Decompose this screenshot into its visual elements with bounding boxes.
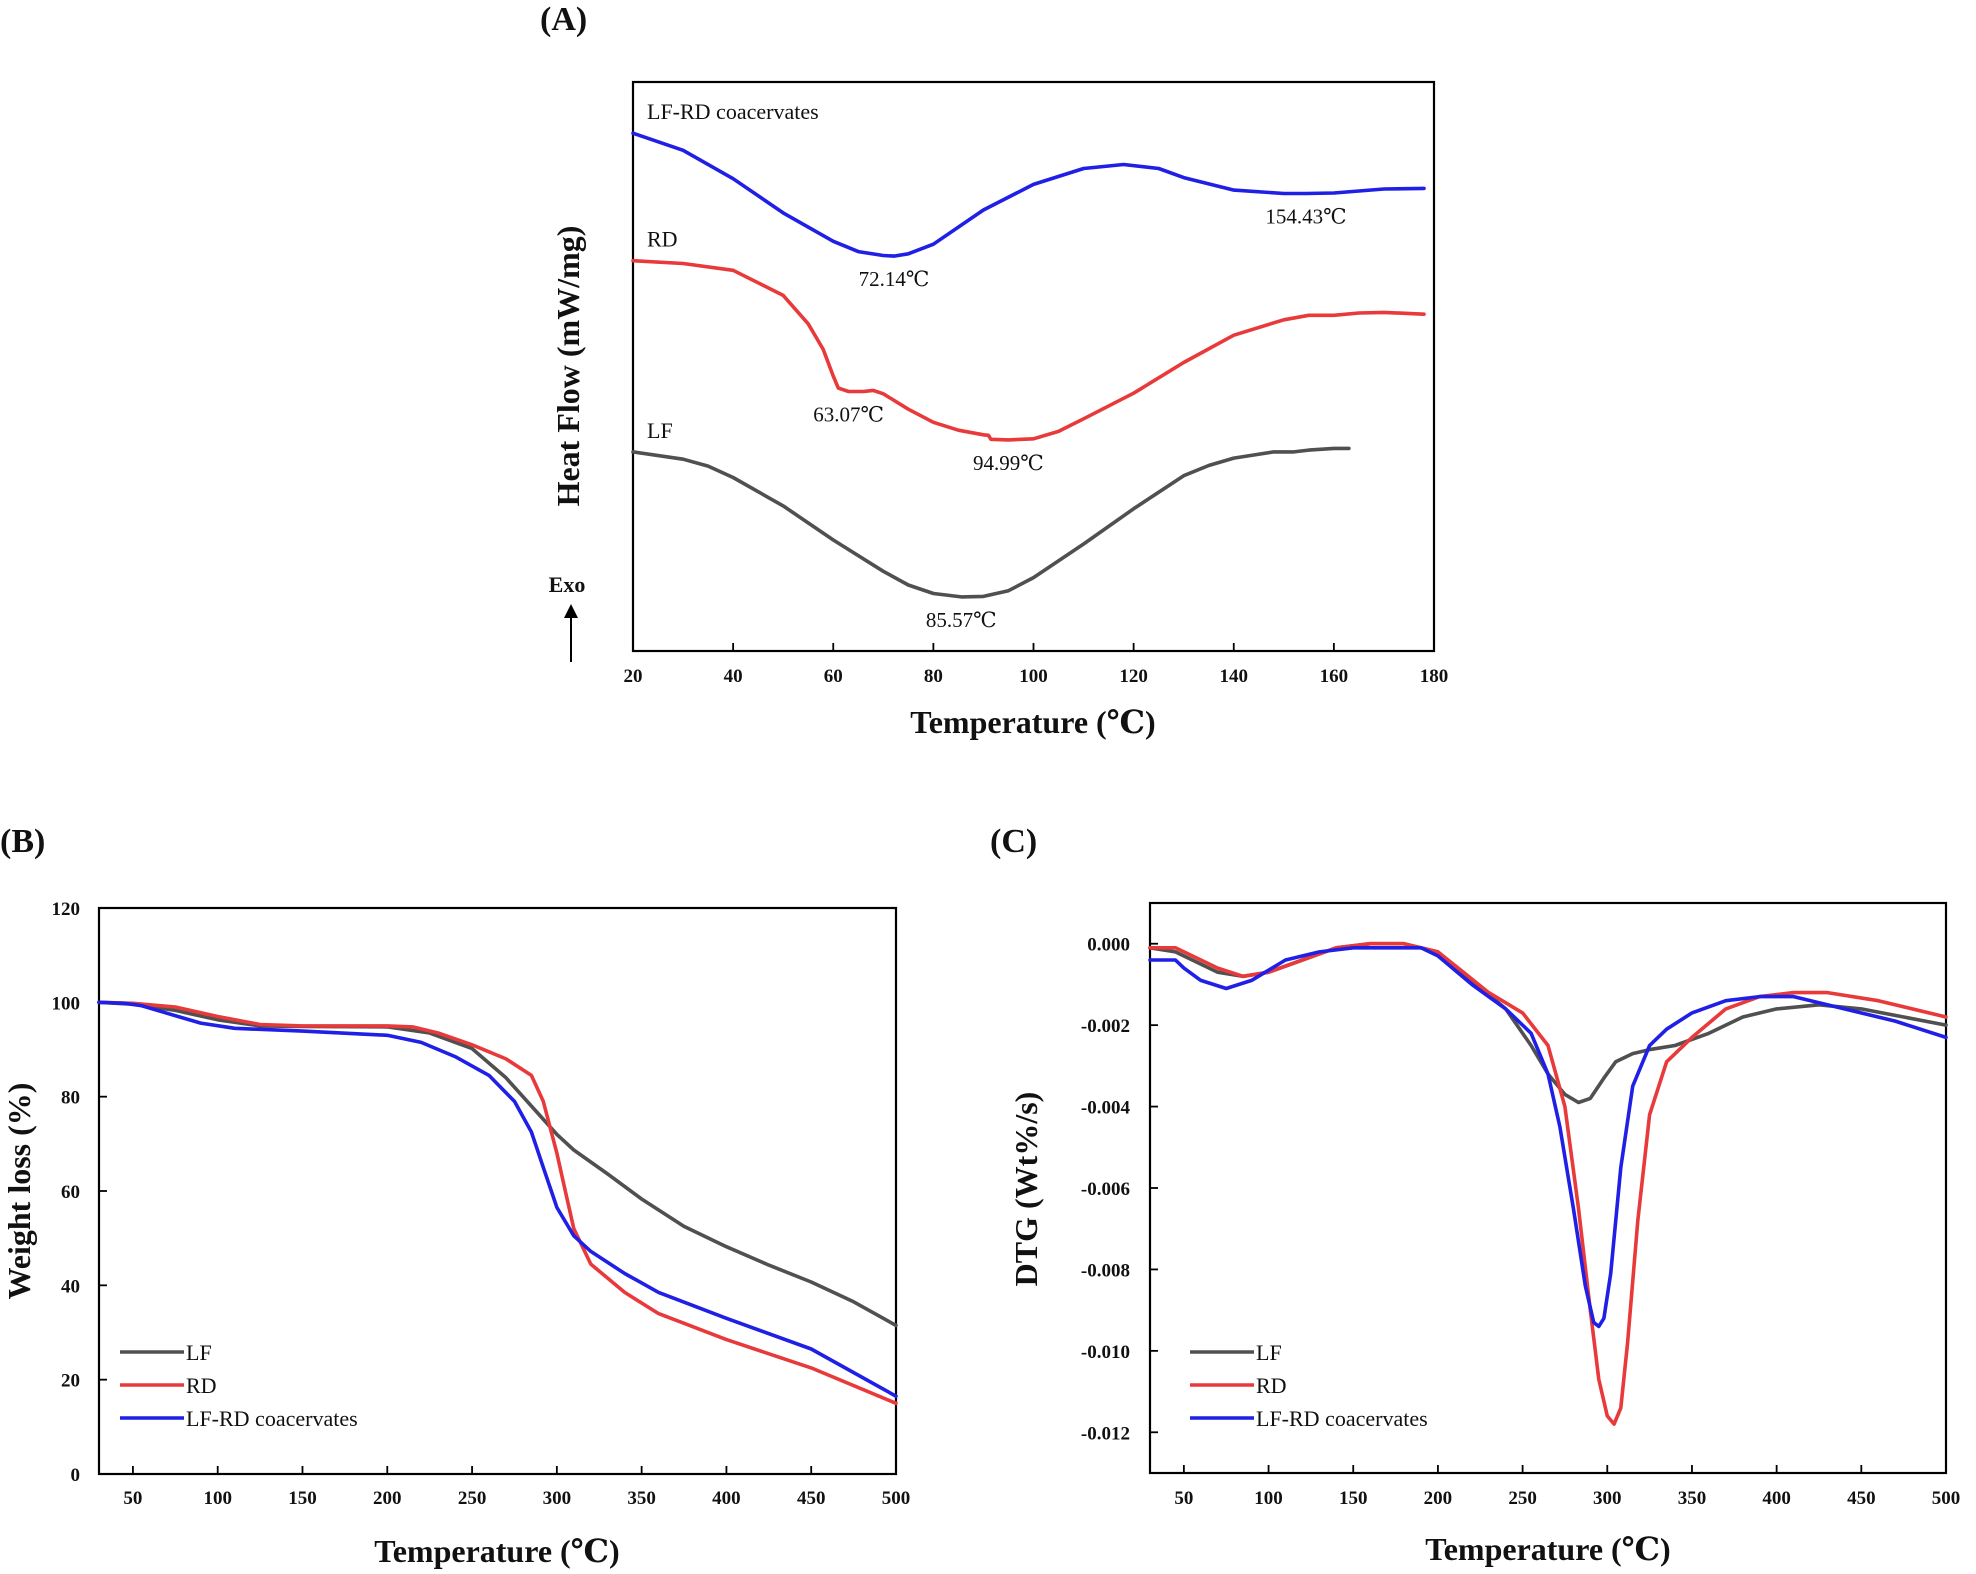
x-tick-label: 400 bbox=[1762, 1488, 1791, 1509]
x-tick-label: 300 bbox=[543, 1488, 572, 1509]
y-tick-label: 40 bbox=[61, 1276, 80, 1297]
panel-b-y-ticks: 0 20 40 60 80 100 120 bbox=[52, 899, 107, 1486]
series-line-lf-rd-coacervates bbox=[631, 131, 1426, 258]
y-tick-label: 100 bbox=[52, 993, 81, 1014]
legend-entry: RD bbox=[1256, 1373, 1287, 1398]
exo-label: Exo bbox=[549, 572, 586, 597]
peak-annotation: 63.07℃ bbox=[813, 403, 884, 427]
y-tick-label: -0.006 bbox=[1081, 1179, 1130, 1200]
panel-a-annotations: LF-RD coacervates RD LF 72.14℃ 154.43℃ 63.07℃… bbox=[647, 99, 1347, 632]
legend-entry: RD bbox=[186, 1373, 217, 1398]
peak-annotation: 85.57℃ bbox=[926, 608, 997, 632]
exo-arrow-icon bbox=[564, 604, 578, 662]
panel-b-x-axis-title: Temperature (℃) bbox=[374, 1533, 619, 1569]
series-line-lf-rd-coacervates bbox=[97, 1000, 898, 1398]
panel-b-legend: LF RD LF-RD coacervates bbox=[120, 1340, 358, 1431]
panel-b-y-axis-title: Weight loss (%) bbox=[1, 1083, 37, 1300]
x-tick-label: 20 bbox=[624, 666, 643, 687]
panel-a-y-axis-title: Heat Flow (mW/mg) bbox=[550, 226, 586, 507]
x-tick-label: 140 bbox=[1220, 666, 1249, 687]
panel-a-x-ticks: 20 40 60 80 100 120 140 160 180 bbox=[624, 643, 1449, 687]
legend-entry: LF bbox=[186, 1340, 212, 1365]
panel-b-x-ticks: 50 100 150 200 250 300 350 400 450 500 bbox=[123, 1466, 910, 1509]
panel-b-tga-chart: (B) 50 100 150 200 250 300 350 400 450 500 0 20 40 6… bbox=[0, 823, 910, 1569]
x-tick-label: 450 bbox=[1847, 1488, 1876, 1509]
peak-annotation: 94.99℃ bbox=[973, 451, 1044, 475]
y-tick-label: 20 bbox=[61, 1371, 80, 1392]
x-tick-label: 40 bbox=[724, 666, 743, 687]
legend-entry: LF-RD coacervates bbox=[1256, 1406, 1428, 1431]
y-tick-label: -0.012 bbox=[1081, 1423, 1130, 1444]
series-line-rd bbox=[1148, 941, 1948, 1426]
panel-a-x-axis-title: Temperature (℃) bbox=[910, 704, 1155, 740]
x-tick-label: 250 bbox=[458, 1488, 487, 1509]
x-tick-label: 100 bbox=[203, 1488, 232, 1509]
y-tick-label: 60 bbox=[61, 1182, 80, 1203]
x-tick-label: 300 bbox=[1593, 1488, 1622, 1509]
x-tick-label: 50 bbox=[1174, 1488, 1193, 1509]
x-tick-label: 250 bbox=[1508, 1488, 1537, 1509]
legend-entry: LF-RD coacervates bbox=[186, 1406, 358, 1431]
x-tick-label: 500 bbox=[882, 1488, 911, 1509]
peak-annotation: 72.14℃ bbox=[859, 267, 930, 291]
panel-a-series bbox=[631, 131, 1426, 599]
x-tick-label: 200 bbox=[1424, 1488, 1453, 1509]
y-tick-label: 0 bbox=[71, 1465, 81, 1486]
panel-c-y-axis-title: DTG (Wt%/s) bbox=[1008, 1092, 1044, 1287]
x-tick-label: 350 bbox=[1678, 1488, 1707, 1509]
y-tick-label: 80 bbox=[61, 1088, 80, 1109]
y-tick-label: 120 bbox=[52, 899, 81, 920]
y-tick-label: -0.008 bbox=[1081, 1260, 1130, 1281]
y-tick-label: 0.000 bbox=[1087, 935, 1130, 956]
panel-c-label: (C) bbox=[990, 823, 1037, 860]
x-tick-label: 60 bbox=[824, 666, 843, 687]
panel-c-dtg-chart: (C) 50 100 150 200 250 300 350 400 450 500 0.000 -… bbox=[990, 823, 1960, 1567]
panel-a-label: (A) bbox=[540, 1, 587, 38]
panel-b-plot-frame bbox=[97, 906, 898, 1476]
y-tick-label: -0.002 bbox=[1081, 1016, 1130, 1037]
y-tick-label: -0.010 bbox=[1081, 1342, 1130, 1363]
series-name-label: LF bbox=[647, 418, 673, 443]
x-tick-label: 50 bbox=[123, 1488, 142, 1509]
panel-c-x-ticks: 50 100 150 200 250 300 350 400 450 500 bbox=[1174, 1465, 1960, 1509]
x-tick-label: 100 bbox=[1254, 1488, 1283, 1509]
legend-entry: LF bbox=[1256, 1340, 1282, 1365]
series-line-lf bbox=[97, 1000, 898, 1328]
series-name-label: LF-RD coacervates bbox=[647, 99, 819, 124]
series-line-lf bbox=[631, 446, 1351, 599]
x-tick-label: 200 bbox=[373, 1488, 402, 1509]
x-tick-label: 160 bbox=[1320, 666, 1349, 687]
panel-c-x-axis-title: Temperature (℃) bbox=[1425, 1531, 1670, 1567]
panel-a-plot-frame bbox=[631, 80, 1436, 653]
panel-c-legend: LF RD LF-RD coacervates bbox=[1190, 1340, 1428, 1431]
series-name-label: RD bbox=[647, 227, 678, 252]
panel-a-dsc-chart: (A) 20 40 60 80 100 120 140 160 180 LF-RD coacer… bbox=[540, 1, 1448, 740]
x-tick-label: 350 bbox=[627, 1488, 656, 1509]
x-tick-label: 180 bbox=[1420, 666, 1449, 687]
series-line-rd bbox=[97, 1000, 898, 1406]
panel-b-label: (B) bbox=[0, 823, 45, 860]
x-tick-label: 120 bbox=[1119, 666, 1148, 687]
series-line-lf-rd-coacervates bbox=[1148, 946, 1948, 1329]
panel-c-y-ticks: 0.000 -0.002 -0.004 -0.006 -0.008 -0.010 -0.01… bbox=[1081, 935, 1158, 1444]
x-tick-label: 500 bbox=[1932, 1488, 1961, 1509]
panel-b-series bbox=[97, 1000, 898, 1406]
panel-c-series bbox=[1148, 941, 1948, 1426]
x-tick-label: 450 bbox=[797, 1488, 826, 1509]
x-tick-label: 100 bbox=[1019, 666, 1048, 687]
series-line-rd bbox=[631, 258, 1426, 442]
x-tick-label: 150 bbox=[288, 1488, 317, 1509]
x-tick-label: 150 bbox=[1339, 1488, 1368, 1509]
y-tick-label: -0.004 bbox=[1081, 1098, 1131, 1119]
x-tick-label: 400 bbox=[712, 1488, 741, 1509]
peak-annotation: 154.43℃ bbox=[1265, 205, 1346, 229]
x-tick-label: 80 bbox=[924, 666, 943, 687]
